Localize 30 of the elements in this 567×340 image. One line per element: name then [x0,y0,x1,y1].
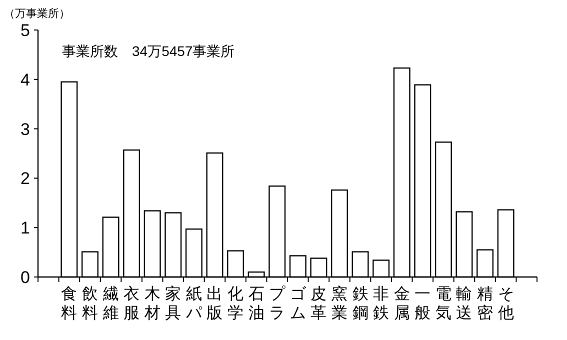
x-tick-label: 飲料 [82,286,98,322]
x-tick-label: 紙パ [184,286,203,322]
x-tick-label: 電気 [435,286,452,322]
text: 事業所数 34万5457事業所 [62,43,235,59]
y-tick-label: 1 [20,218,30,238]
y-tick-label: 0 [20,268,30,287]
x-tick-label: 出版 [206,285,223,322]
x-tick-label: 化学 [228,286,244,322]
x-tick-label: ゴム [290,286,307,322]
y-axis-title: （万事業所） [4,7,70,20]
x-tick-label: 食料 [61,285,78,322]
x-tick-label: 非鉄 [373,285,390,322]
x-tick-label: 鉄鋼 [352,286,368,322]
x-tick-label: 輸送 [456,286,472,322]
x-tick-label: 家具 [165,285,182,322]
x-tick-label: プラ [269,285,286,322]
x-tick-label: 繊維 [102,285,119,322]
x-tick-label: 精密 [477,285,494,322]
y-tick-label: 3 [20,120,30,139]
x-tick-label: 衣服 [124,285,140,322]
x-tick-label: 皮革 [310,285,327,322]
x-tick-label: そ他 [498,286,514,322]
y-tick-label: 2 [20,169,30,188]
x-tick-label: 金属 [394,286,410,322]
y-tick-label: 5 [20,21,30,40]
x-tick-label: 石油 [248,286,264,322]
y-tick-label: 4 [20,70,30,90]
x-tick-label: 一般 [414,286,431,322]
x-tick-label: 木材 [143,285,160,322]
x-tick-label: 窯業 [331,285,348,322]
